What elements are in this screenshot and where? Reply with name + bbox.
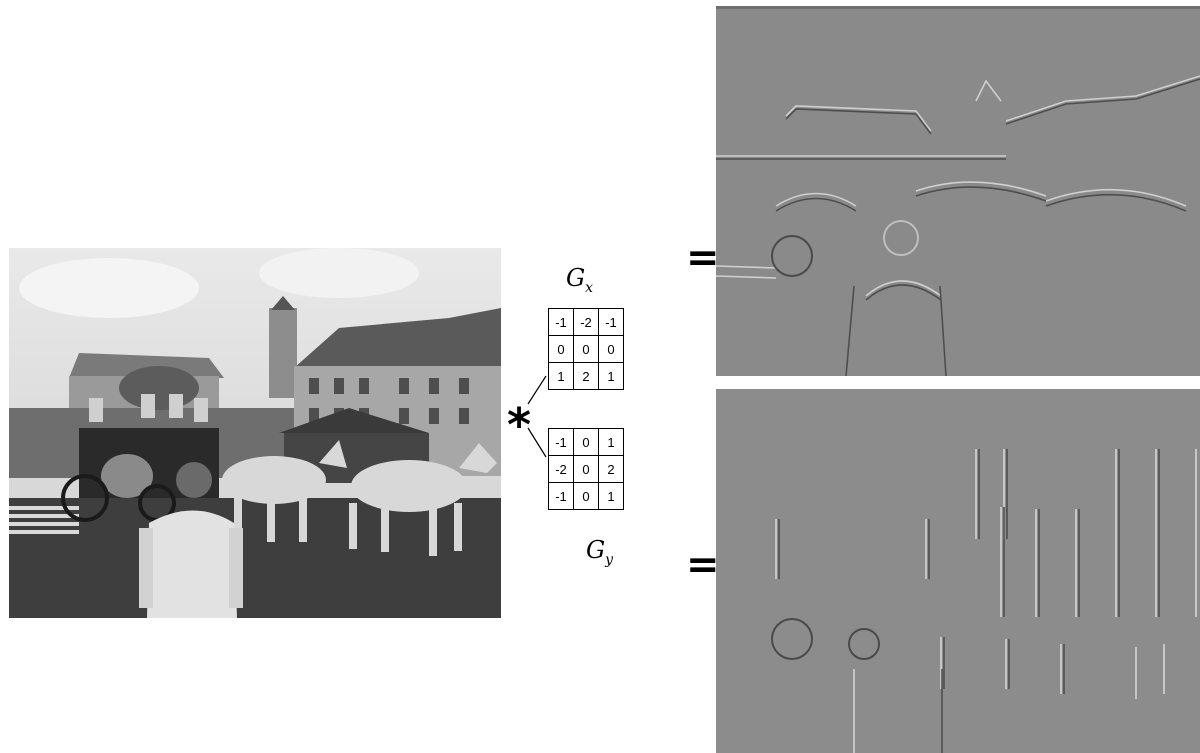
source-photo-drawing bbox=[9, 248, 501, 618]
kernel-gx-label: Gx bbox=[566, 264, 593, 296]
kernel-gx-label-letter: G bbox=[566, 264, 586, 292]
gy-edge-drawing bbox=[716, 389, 1200, 753]
kernel-gy-label-subscript: y bbox=[605, 551, 614, 568]
kernel-gy-cell: 1 bbox=[598, 482, 624, 510]
kernel-gx-row: 1 2 1 bbox=[548, 362, 624, 390]
kernel-gx-cell: 0 bbox=[598, 335, 624, 363]
kernel-gx-cell: 2 bbox=[573, 362, 599, 390]
kernel-gy-row: -1 0 1 bbox=[548, 428, 624, 456]
kernel-gy-cell: 2 bbox=[598, 455, 624, 483]
kernel-gx-matrix: -1 -2 -1 0 0 0 1 2 1 bbox=[548, 308, 624, 390]
kernel-gy-cell: 0 bbox=[573, 455, 599, 483]
source-photo bbox=[9, 248, 501, 618]
equals-symbol-gx: = bbox=[686, 235, 720, 281]
kernel-gy-cell: -2 bbox=[548, 455, 574, 483]
kernel-gx-cell: 0 bbox=[548, 335, 574, 363]
kernel-gy-cell: -1 bbox=[548, 482, 574, 510]
kernel-gx-cell: 0 bbox=[573, 335, 599, 363]
kernel-gy-label-letter: G bbox=[586, 536, 606, 564]
kernel-gy-cell: 0 bbox=[573, 482, 599, 510]
kernel-gx-row: 0 0 0 bbox=[548, 335, 624, 363]
gy-edge-image bbox=[716, 389, 1200, 753]
kernel-gx-cell: -1 bbox=[598, 308, 624, 336]
kernel-gx-cell: -1 bbox=[548, 308, 574, 336]
kernel-gy-cell: 0 bbox=[573, 428, 599, 456]
gx-edge-image bbox=[716, 6, 1200, 376]
kernel-gx-row: -1 -2 -1 bbox=[548, 308, 624, 336]
kernel-gx-cell: -2 bbox=[573, 308, 599, 336]
convolution-symbol: * bbox=[507, 398, 532, 452]
kernel-gy-row: -1 0 1 bbox=[548, 482, 624, 510]
kernel-gy-matrix: -1 0 1 -2 0 2 -1 0 1 bbox=[548, 428, 624, 510]
kernel-gy-cell: -1 bbox=[548, 428, 574, 456]
kernel-gy-cell: 1 bbox=[598, 428, 624, 456]
kernel-gx-cell: 1 bbox=[598, 362, 624, 390]
kernel-gy-row: -2 0 2 bbox=[548, 455, 624, 483]
kernel-gy-label: Gy bbox=[586, 536, 613, 568]
kernel-gx-label-subscript: x bbox=[585, 279, 594, 296]
equals-symbol-gy: = bbox=[686, 542, 720, 588]
kernel-gx-cell: 1 bbox=[548, 362, 574, 390]
gx-edge-drawing bbox=[716, 6, 1200, 376]
